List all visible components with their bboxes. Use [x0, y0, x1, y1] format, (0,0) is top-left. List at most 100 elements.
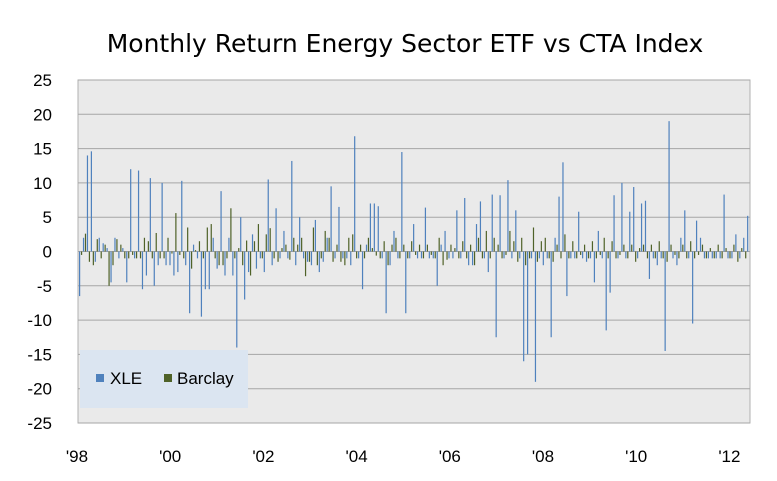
bar-barclay — [477, 237, 480, 252]
bar-barclay — [281, 248, 283, 252]
bar-xle — [401, 152, 403, 252]
bar-xle — [204, 251, 206, 290]
bar-xle — [695, 220, 698, 252]
bar-barclay — [745, 251, 747, 259]
bar-barclay — [120, 244, 122, 252]
bar-xle — [326, 237, 328, 252]
bar-xle — [652, 251, 654, 259]
bar-xle — [499, 195, 501, 252]
bar-xle — [471, 251, 474, 266]
bar-barclay — [587, 251, 590, 259]
bar-xle — [267, 179, 269, 252]
x-tick-label: '10 — [625, 447, 647, 466]
bar-xle — [562, 162, 564, 252]
bar-xle — [597, 230, 599, 252]
bar-barclay — [658, 241, 660, 252]
bar-barclay — [253, 241, 256, 252]
bar-barclay — [316, 251, 318, 266]
bar-barclay — [458, 251, 460, 259]
bar-xle — [200, 251, 203, 317]
bar-xle — [255, 251, 258, 269]
bar-barclay — [147, 241, 149, 252]
bar-barclay — [536, 251, 539, 262]
bar-xle — [511, 251, 513, 259]
bar-barclay — [741, 248, 743, 252]
bar-xle — [550, 251, 552, 338]
bar-xle — [456, 210, 458, 252]
bar-xle — [110, 251, 112, 283]
bar-xle — [169, 251, 171, 266]
bar-xle — [369, 203, 372, 252]
bar-xle — [558, 196, 560, 252]
bar-xle — [523, 251, 525, 362]
bar-barclay — [246, 240, 248, 252]
bar-barclay — [462, 241, 464, 252]
bar-xle — [149, 178, 151, 252]
bar-barclay — [733, 244, 735, 252]
bar-barclay — [725, 248, 727, 252]
x-tick-label: '02 — [252, 447, 274, 466]
bar-barclay — [729, 251, 731, 259]
bar-xle — [306, 251, 309, 262]
bar-xle — [684, 210, 686, 252]
bar-xle — [247, 251, 250, 273]
bar-xle — [625, 251, 627, 259]
bar-xle — [126, 251, 128, 283]
y-tick-label: 10 — [33, 174, 52, 193]
bar-barclay — [230, 208, 232, 252]
bar-xle — [629, 211, 631, 252]
chart-title: Monthly Return Energy Sector ETF vs CTA … — [107, 29, 704, 58]
bar-xle — [342, 251, 344, 259]
bar-barclay — [324, 230, 326, 252]
bar-barclay — [548, 251, 550, 259]
bar-barclay — [159, 251, 161, 259]
bar-xle — [393, 230, 395, 252]
bar-barclay — [473, 251, 476, 266]
bar-xle — [145, 251, 148, 276]
bar-xle — [251, 234, 254, 252]
bar-xle — [244, 251, 246, 300]
bar-xle — [715, 251, 717, 259]
bar-barclay — [434, 251, 436, 259]
bar-barclay — [84, 233, 87, 252]
bar-xle — [609, 251, 611, 293]
bar-xle — [436, 251, 438, 286]
bar-xle — [527, 251, 529, 355]
bar-xle — [589, 251, 592, 259]
bar-xle — [373, 203, 375, 252]
bar-barclay — [218, 251, 220, 266]
bar-barclay — [214, 251, 216, 259]
bar-barclay — [450, 244, 452, 252]
bar-xle — [181, 180, 183, 252]
bar-barclay — [332, 251, 334, 262]
bar-xle — [503, 251, 505, 259]
bar-xle — [137, 170, 140, 252]
bar-xle — [633, 187, 635, 252]
bar-barclay — [395, 237, 397, 252]
bar-barclay — [635, 251, 637, 262]
bar-barclay — [269, 228, 271, 252]
bar-barclay — [701, 244, 704, 252]
bar-xle — [574, 251, 576, 259]
bar-barclay — [128, 251, 130, 259]
bar-barclay — [297, 244, 299, 252]
bar-barclay — [717, 244, 719, 252]
bar-xle — [699, 237, 702, 252]
bar-barclay — [139, 251, 142, 259]
bar-xle — [338, 206, 340, 252]
bar-barclay — [100, 251, 102, 259]
bar-xle — [617, 251, 619, 259]
bar-barclay — [340, 251, 342, 262]
bar-xle — [605, 251, 607, 331]
bar-xle — [593, 251, 596, 283]
bar-xle — [668, 121, 670, 252]
bar-xle — [538, 251, 540, 259]
bar-barclay — [371, 248, 373, 252]
bar-barclay — [418, 244, 421, 252]
bar-barclay — [686, 251, 688, 259]
bar-barclay — [210, 224, 212, 252]
bar-barclay — [682, 244, 684, 252]
bar-xle — [224, 251, 226, 276]
bar-xle — [303, 251, 305, 259]
bar-barclay — [497, 244, 499, 252]
